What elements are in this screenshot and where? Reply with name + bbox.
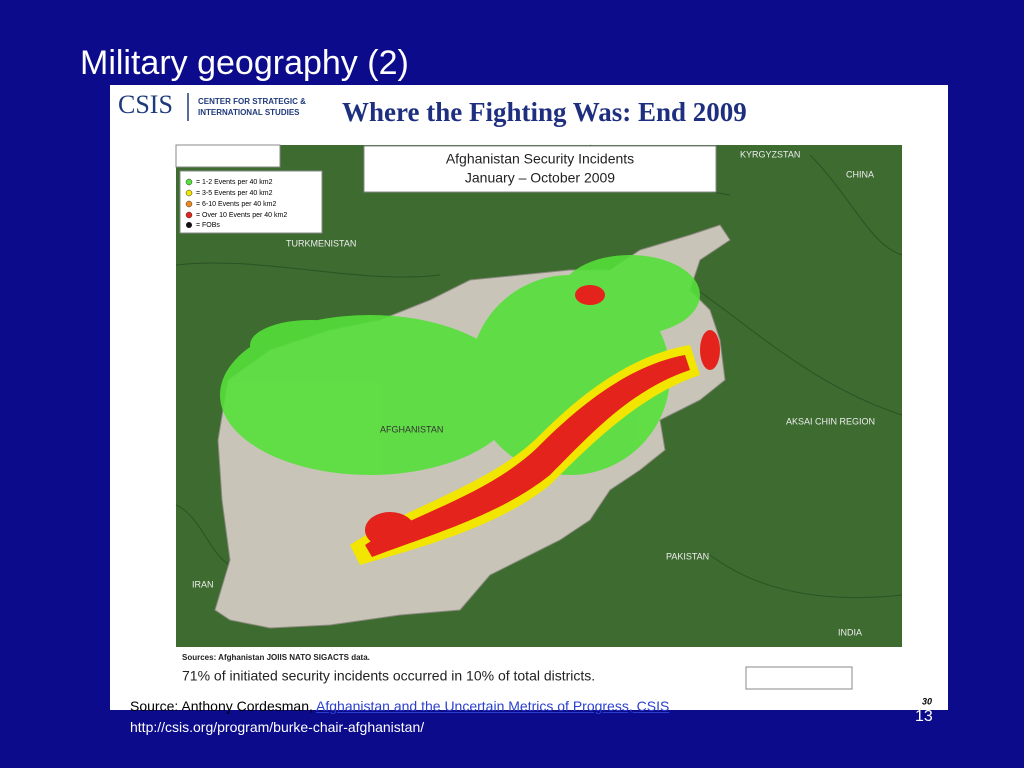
logo-line: INTERNATIONAL STUDIES [198, 108, 300, 117]
place-label: CHINA [846, 169, 874, 179]
source-text: Source: Anthony Cordesman, [130, 698, 313, 714]
source-link[interactable]: Afghanistan and the Uncertain Metrics of… [316, 698, 670, 714]
page-number: 13 [915, 708, 933, 725]
legend-label: = FOBs [196, 222, 220, 229]
figure: CSIS CENTER FOR STRATEGIC & INTERNATIONA… [110, 85, 948, 710]
legend-label: = 3-5 Events per 40 km2 [196, 190, 273, 197]
incident-hotspots [220, 255, 720, 565]
blank-box [175, 144, 281, 168]
place-label: AKSAI CHIN REGION [786, 416, 875, 426]
place-label: KYRGYZSTAN [740, 149, 800, 159]
legend-label: = Over 10 Events per 40 km2 [196, 212, 287, 219]
legend-swatch [185, 211, 193, 219]
place-label: PAKISTAN [666, 551, 709, 561]
place-label: INDIA [838, 627, 862, 637]
sources: Sources: Afghanistan JOIIS NATO SIGACTS … [182, 653, 370, 662]
legend-label: = 1-2 Events per 40 km2 [196, 179, 273, 186]
legend-label: = 6-10 Events per 40 km2 [196, 201, 276, 208]
logo-line: CENTER FOR STRATEGIC & [198, 97, 306, 106]
place-label: AFGHANISTAN [380, 424, 443, 434]
blank-box [745, 666, 853, 690]
map-figure: CSIS CENTER FOR STRATEGIC & INTERNATIONA… [118, 90, 932, 706]
place-label: IRAN [192, 579, 214, 589]
legend-swatch [185, 189, 193, 197]
footer-url: http://csis.org/program/burke-chair-afgh… [130, 719, 425, 735]
footer-source: Source: Anthony Cordesman, Afghanistan a… [130, 698, 669, 714]
place-labels: KYRGYZSTAN CHINA TURKMENISTAN AFGHANISTA… [192, 149, 875, 637]
map-title: January – October 2009 [465, 170, 615, 186]
figure-heading: Where the Fighting Was: End 2009 [342, 97, 747, 127]
legend-swatch [186, 222, 192, 228]
legend-swatch [185, 200, 193, 208]
map-title: Afghanistan Security Incidents [446, 151, 634, 167]
figure-page: 30 [922, 696, 932, 706]
map-title-box [363, 145, 717, 193]
slide-title: Military geography (2) [80, 44, 409, 82]
legend-box [179, 170, 323, 234]
logo-acronym: CSIS [118, 90, 173, 119]
finding: 71% of initiated security incidents occu… [182, 668, 595, 684]
place-label: TURKMENISTAN [286, 238, 356, 248]
legend-swatch [185, 178, 193, 186]
